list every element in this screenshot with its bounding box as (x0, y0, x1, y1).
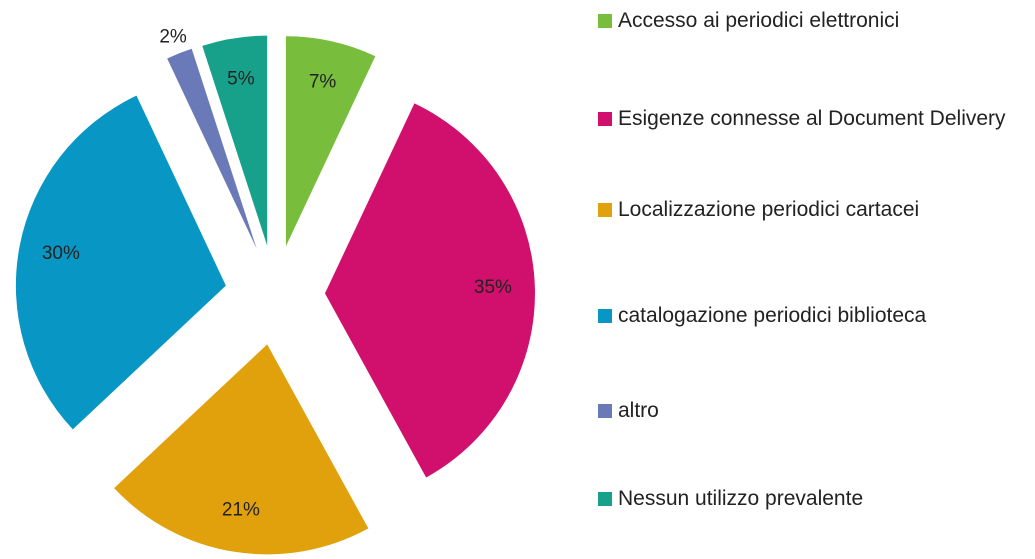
legend-swatch (598, 14, 612, 28)
legend-label: Localizzazione periodici cartacei (618, 198, 920, 221)
data-label: 21% (222, 499, 260, 520)
pie-slice (202, 35, 268, 246)
legend-label: Accesso ai periodici elettronici (618, 9, 900, 32)
data-label: 5% (227, 69, 255, 90)
pie-slice (114, 344, 369, 555)
legend-item: Esigenze connesse al Document Delivery (592, 103, 1035, 134)
legend-swatch (598, 203, 612, 217)
legend-item: Nessun utilizzo prevalente (592, 483, 1035, 514)
pie-slice (167, 48, 257, 249)
legend-label: catalogazione periodici biblioteca (618, 304, 927, 327)
data-label: 35% (474, 277, 512, 298)
legend-swatch (598, 492, 612, 506)
legend-item: catalogazione periodici biblioteca (592, 300, 1035, 331)
data-label: 7% (309, 71, 337, 92)
legend-swatch (598, 112, 612, 126)
legend-label: altro (618, 399, 659, 422)
legend-label: Esigenze connesse al Document Delivery (618, 107, 1006, 130)
legend-label: Nessun utilizzo prevalente (618, 487, 864, 510)
data-label: 2% (159, 27, 187, 48)
legend-item: altro (592, 395, 1035, 426)
data-label: 30% (42, 243, 80, 264)
pie-slice (324, 103, 535, 478)
pie-chart: 7% 35% 21% 30% 2% 5% (15, 27, 535, 555)
legend-item: Localizzazione periodici cartacei (592, 194, 1035, 225)
legend-swatch (598, 404, 612, 418)
legend-swatch (598, 309, 612, 323)
legend: Accesso ai periodici elettronici Esigenze… (592, 0, 1035, 559)
pie-slice (285, 36, 376, 247)
legend-item: Accesso ai periodici elettronici (592, 5, 1035, 36)
pie-slice (15, 95, 226, 430)
